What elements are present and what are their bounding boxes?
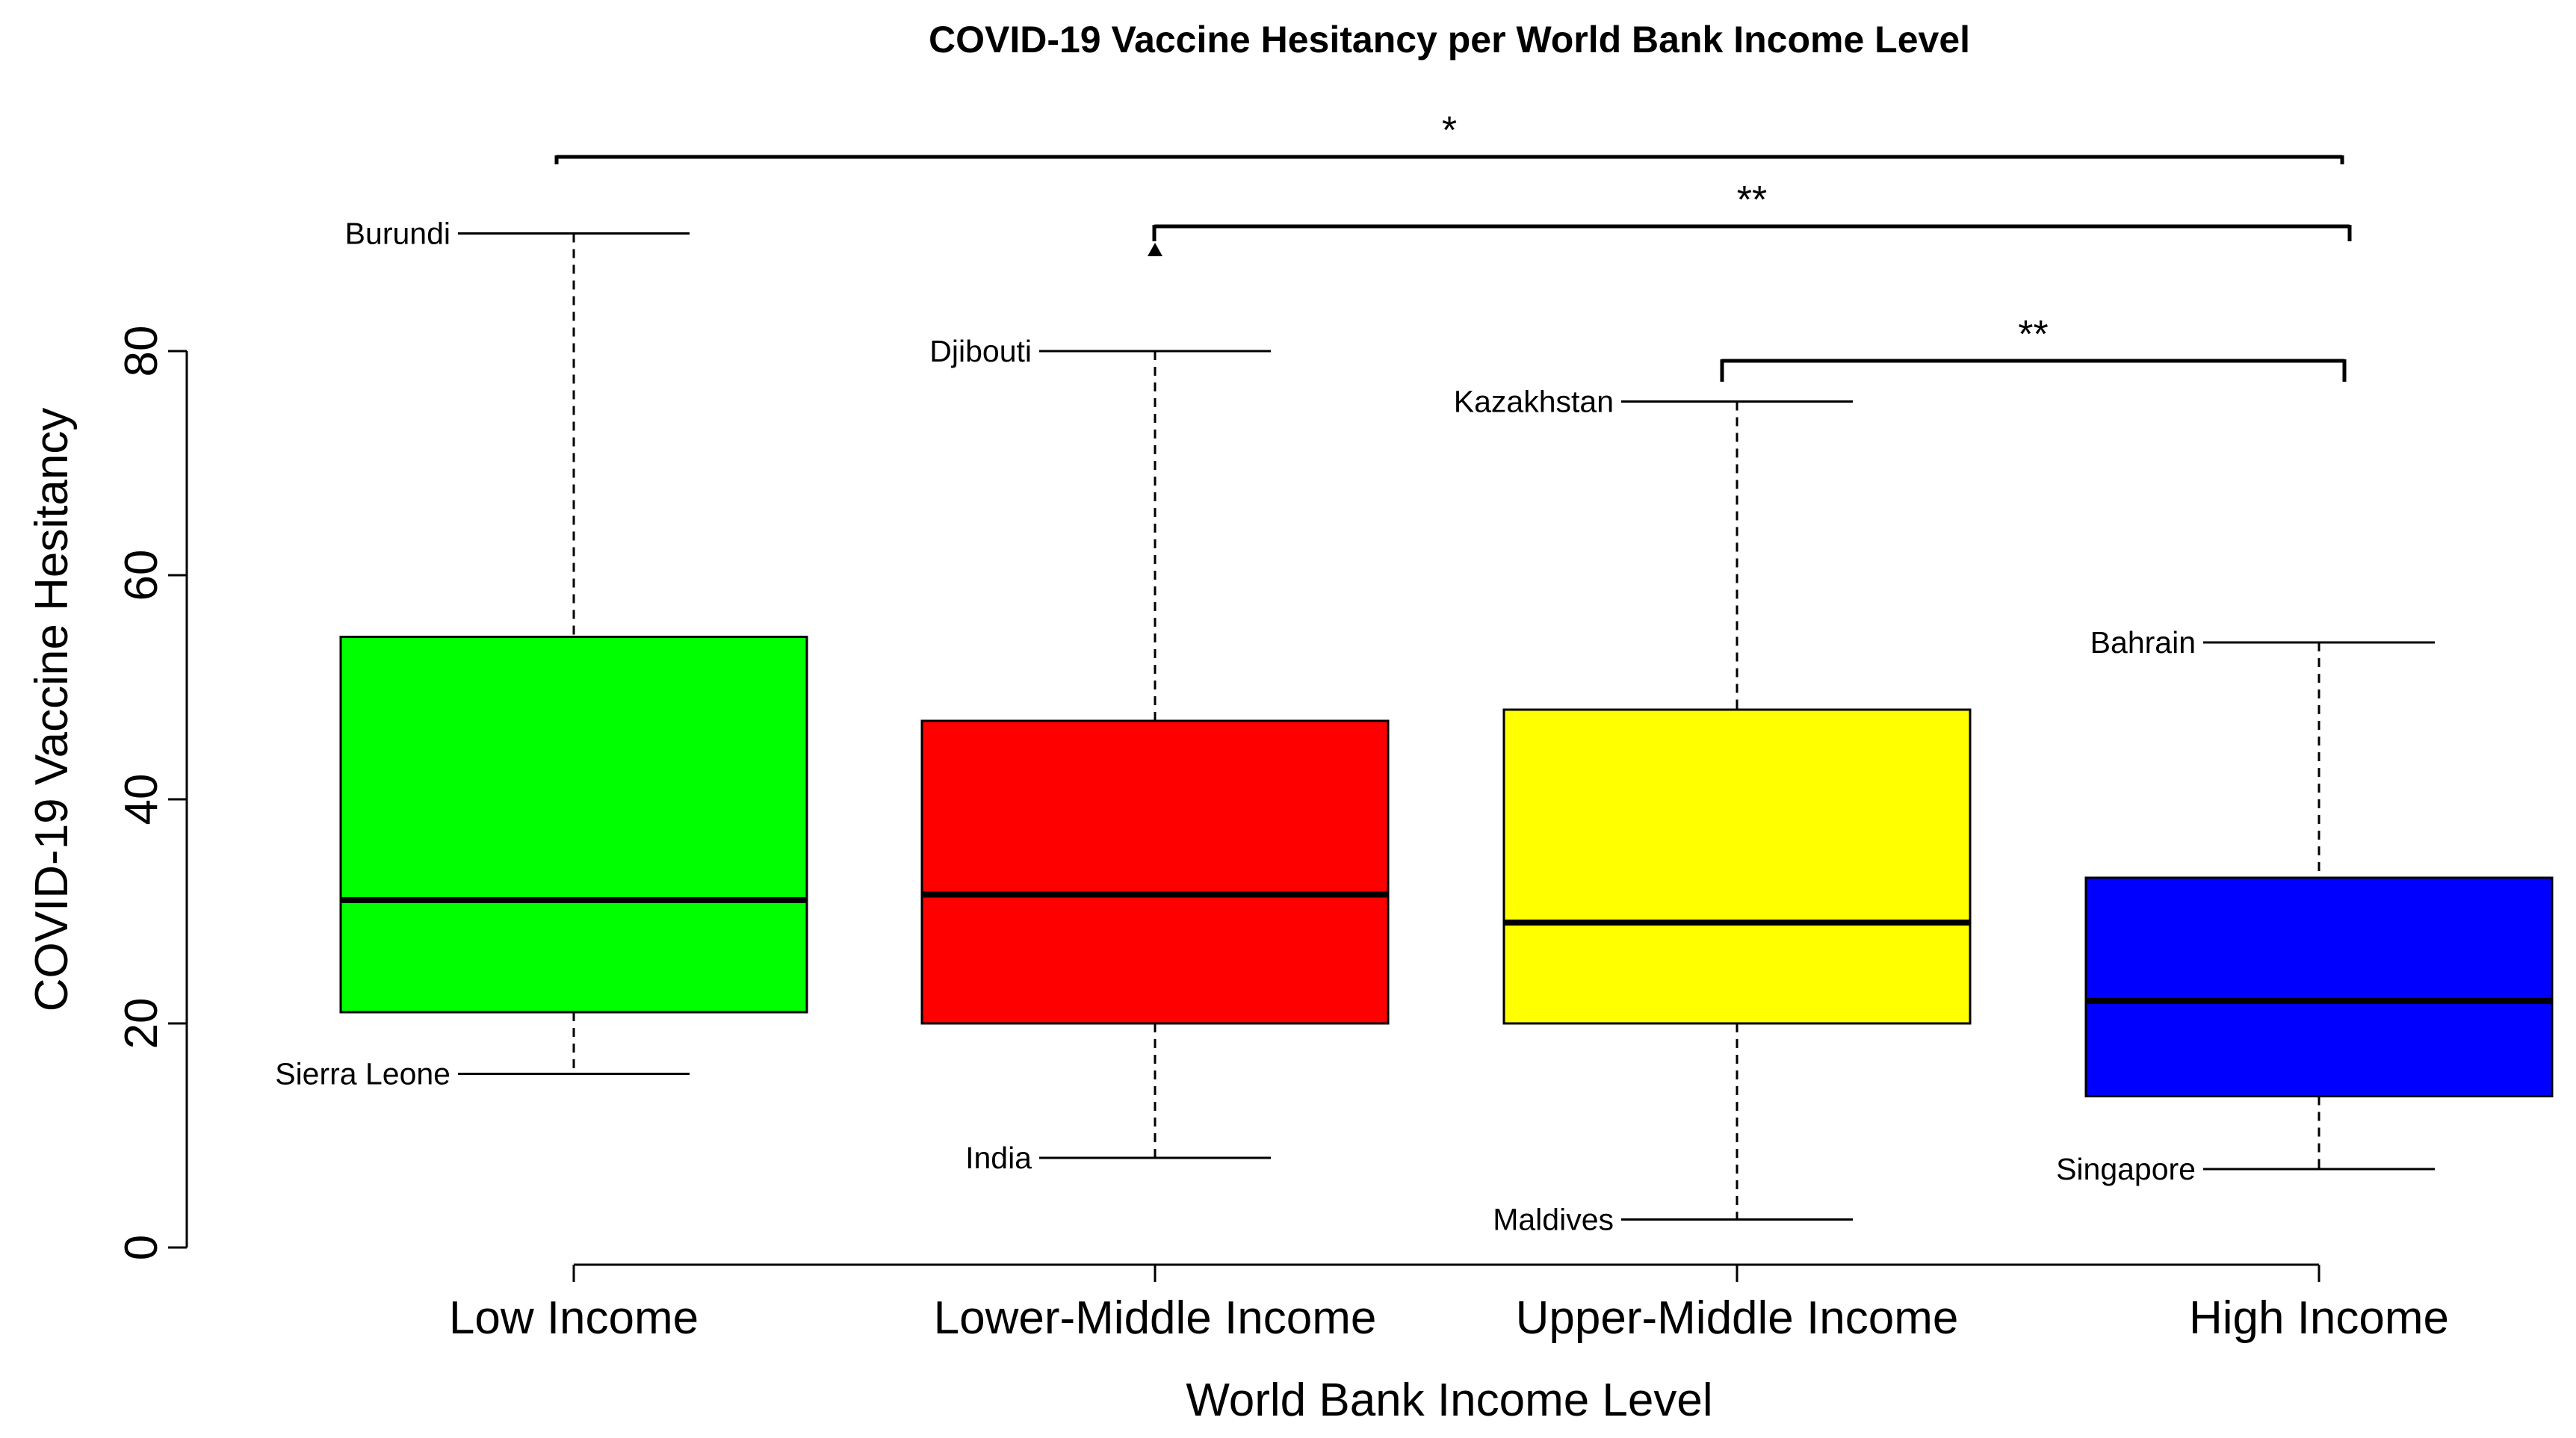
min-country-label: Singapore [2056,1152,2196,1186]
annotations-layer: Burundi Sierra Leone Djibouti India Kazakhst… [275,217,2196,1237]
x-axis: Low Income Lower-Middle Income Upper-Middl… [449,1263,2449,1344]
max-country-label: Kazakhstan [1454,385,1614,419]
max-country-label: Djibouti [929,334,1032,368]
max-country-label: Bahrain [2090,625,2196,660]
box-upper-middle-income [1502,400,1972,1221]
significance-label: ** [2018,313,2048,356]
y-tick-label: 60 [116,550,167,601]
min-country-label: Sierra Leone [275,1057,451,1091]
x-axis-label: World Bank Income Level [1186,1375,1712,1426]
outlier-point [1148,243,1162,256]
boxes-layer [339,232,2554,1221]
box-high-income [2084,641,2554,1171]
x-tick-label: Upper-Middle Income [1516,1292,1959,1344]
y-tick-label: 80 [116,326,167,377]
y-tick-label: 0 [116,1235,167,1260]
box-low-income [339,232,808,1075]
significance-bracket: * [554,109,2344,164]
x-tick-label: High Income [2189,1292,2449,1344]
x-tick-label: Low Income [449,1292,699,1344]
min-country-label: Maldives [1493,1203,1614,1237]
iqr-box [1502,708,1972,1025]
x-tick-label: Lower-Middle Income [934,1292,1377,1344]
significance-bracket: ** [1720,313,2347,382]
y-tick-label: 40 [116,774,167,825]
max-country-label: Burundi [345,217,451,251]
box-lower-middle-income [920,243,1390,1159]
significance-layer: ***** [554,109,2352,382]
significance-label: * [1442,109,1457,152]
y-axis-label: COVID-19 Vaccine Hesitancy [26,408,78,1012]
significance-label: ** [1737,179,1767,222]
iqr-box [920,719,1390,1025]
y-axis: 0 20 40 60 80 [116,326,188,1260]
chart-title: COVID-19 Vaccine Hesitancy per World Ban… [929,19,1970,61]
significance-bracket: ** [1152,179,2352,241]
iqr-box [339,636,808,1014]
iqr-box [2084,876,2554,1097]
min-country-label: India [965,1141,1032,1175]
y-tick-label: 20 [116,998,167,1050]
